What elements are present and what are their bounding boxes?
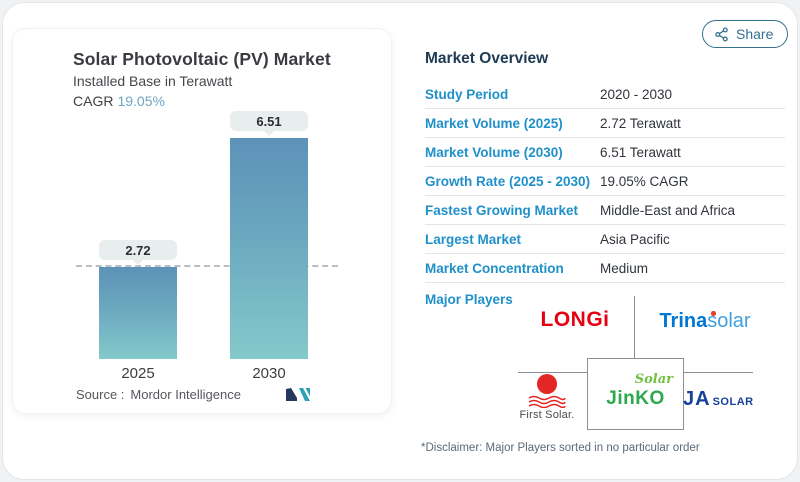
jinko-main-text: JinKO — [606, 388, 665, 409]
market-overview-table: Study Period 2020 - 2030 Market Volume (… — [425, 80, 785, 283]
reference-dashed-line — [76, 265, 338, 267]
chart-card: Solar Photovoltaic (PV) Market Installed… — [12, 28, 392, 414]
row-label: Market Volume (2030) — [425, 144, 563, 160]
trina-light-text: solar — [707, 310, 751, 332]
trina-bold-text: Trina — [659, 310, 716, 332]
row-label: Market Volume (2025) — [425, 115, 563, 131]
grid-line-left — [518, 372, 587, 373]
longi-logo: LONGi — [540, 308, 610, 331]
grid-line-right — [682, 372, 753, 373]
mordor-intelligence-logo-icon — [285, 387, 311, 407]
bar-value-label-2030: 6.51 — [230, 111, 308, 131]
row-value: 2020 - 2030 — [600, 86, 673, 102]
table-row: Market Volume (2030) 6.51 Terawatt — [425, 138, 785, 167]
share-button-label: Share — [736, 26, 774, 42]
bar-value-text: 2.72 — [125, 242, 151, 258]
row-value: Asia Pacific — [600, 231, 670, 247]
row-label: Fastest Growing Market — [425, 202, 579, 218]
cagr-value: 19.05% — [117, 93, 165, 109]
table-row: Growth Rate (2025 - 2030) 19.05% CAGR — [425, 167, 785, 196]
table-row: Study Period 2020 - 2030 — [425, 80, 785, 109]
ja-text: JA — [683, 388, 711, 410]
bar-value-text: 6.51 — [256, 113, 282, 129]
bar-2030 — [230, 138, 308, 359]
ja-solar-logo: JA SOLAR — [683, 388, 763, 411]
table-row: Market Concentration Medium — [425, 254, 785, 283]
row-label: Study Period — [425, 86, 509, 102]
row-value: Medium — [600, 260, 649, 276]
table-row: Fastest Growing Market Middle-East and A… — [425, 196, 785, 225]
cagr-label: CAGR — [73, 93, 114, 109]
major-players-label: Major Players — [425, 292, 513, 307]
table-row: Market Volume (2025) 2.72 Terawatt — [425, 109, 785, 138]
row-label: Growth Rate (2025 - 2030) — [425, 173, 591, 189]
chart-title: Solar Photovoltaic (PV) Market — [73, 49, 331, 69]
row-value: 2.72 Terawatt — [600, 115, 681, 131]
jinko-solar-logo-box: Solar JinKO — [587, 358, 684, 430]
chart-subtitle: Installed Base in Terawatt — [73, 73, 233, 89]
major-players-section: Major Players LONGi Trina solar First Sol… — [425, 288, 770, 438]
bar-2025 — [99, 267, 177, 359]
ja-solar-text: SOLAR — [712, 396, 754, 408]
table-row: Largest Market Asia Pacific — [425, 225, 785, 254]
source-attribution: Source : Mordor Intelligence — [76, 387, 241, 402]
row-label: Market Concentration — [425, 260, 564, 276]
source-label: Source : — [76, 387, 125, 402]
first-solar-logo: First Solar. — [511, 374, 583, 421]
trina-solar-logo: Trina solar — [647, 310, 763, 333]
row-label: Largest Market — [425, 231, 522, 247]
source-value: Mordor Intelligence — [130, 387, 241, 402]
chart-cagr: CAGR 19.05% — [73, 93, 165, 109]
first-solar-text: First Solar. — [519, 409, 575, 421]
grid-line-vertical — [634, 296, 635, 358]
trina-red-dot — [711, 311, 716, 316]
first-solar-sun-icon — [537, 374, 557, 394]
x-axis-label-2025: 2025 — [121, 365, 155, 382]
row-value: Middle-East and Africa — [600, 202, 736, 218]
jinko-solar-logo: Solar JinKO — [588, 359, 683, 429]
jinko-script-text: Solar — [634, 372, 673, 387]
first-solar-waves-icon — [528, 395, 566, 408]
disclaimer-text: *Disclaimer: Major Players sorted in no … — [421, 442, 700, 454]
bar-value-label-2025: 2.72 — [99, 240, 177, 260]
share-icon — [714, 26, 729, 42]
share-button[interactable]: Share — [702, 20, 789, 48]
row-value: 19.05% CAGR — [600, 173, 689, 189]
bar-chart-plot: 2.72 2025 6.51 2030 — [13, 29, 391, 382]
market-overview-title: Market Overview — [425, 50, 549, 67]
row-value: 6.51 Terawatt — [600, 144, 681, 160]
x-axis-label-2030: 2030 — [252, 365, 286, 382]
